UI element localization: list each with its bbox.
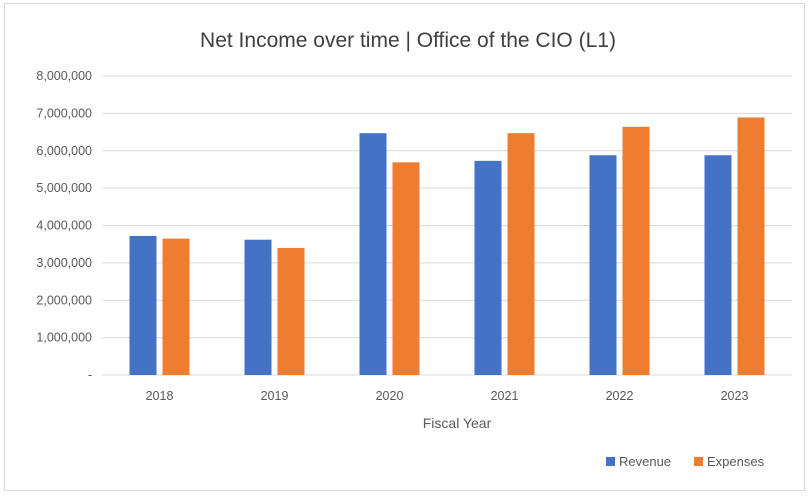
y-axis-ticks: - 1,000,000 2,000,000 3,000,000 4,000,000 5,0…: [36, 69, 92, 382]
legend-swatch-revenue: [606, 457, 615, 466]
x-tick-label: 2023: [721, 389, 749, 403]
x-tick-label: 2018: [146, 389, 174, 403]
x-tick-label: 2020: [376, 389, 404, 403]
bar-revenue-2023: [704, 155, 732, 375]
bar-expenses-2019: [277, 247, 305, 375]
bar-revenue-2021: [474, 160, 502, 375]
legend-label-revenue: Revenue: [619, 454, 671, 469]
x-axis-ticks: 2018 2019 2020 2021 2022 2023: [146, 389, 749, 403]
bar-revenue-2022: [589, 155, 617, 375]
y-tick-label: 7,000,000: [36, 106, 92, 120]
bars: [129, 117, 765, 375]
legend-label-expenses: Expenses: [707, 454, 765, 469]
y-tick-label: 1,000,000: [36, 331, 92, 345]
x-tick-label: 2019: [261, 389, 289, 403]
y-tick-label: 3,000,000: [36, 256, 92, 270]
x-axis-title: Fiscal Year: [423, 415, 492, 431]
bar-expenses-2021: [507, 133, 535, 375]
chart-title: Net Income over time | Office of the CIO…: [200, 29, 616, 52]
y-tick-label: -: [88, 368, 92, 382]
y-tick-label: 5,000,000: [36, 181, 92, 195]
bar-expenses-2023: [737, 117, 765, 375]
legend: Revenue Expenses: [606, 454, 765, 469]
y-tick-label: 2,000,000: [36, 293, 92, 307]
bar-expenses-2020: [392, 162, 420, 375]
y-tick-label: 4,000,000: [36, 219, 92, 233]
y-tick-label: 8,000,000: [36, 69, 92, 83]
bar-expenses-2018: [162, 238, 190, 375]
legend-swatch-expenses: [694, 457, 703, 466]
x-tick-label: 2021: [491, 389, 519, 403]
bar-revenue-2020: [359, 133, 387, 375]
bar-revenue-2018: [129, 235, 157, 375]
y-tick-label: 6,000,000: [36, 144, 92, 158]
bar-revenue-2019: [244, 239, 272, 375]
x-tick-label: 2022: [606, 389, 634, 403]
bar-expenses-2022: [622, 126, 650, 375]
gridlines: [102, 75, 792, 376]
